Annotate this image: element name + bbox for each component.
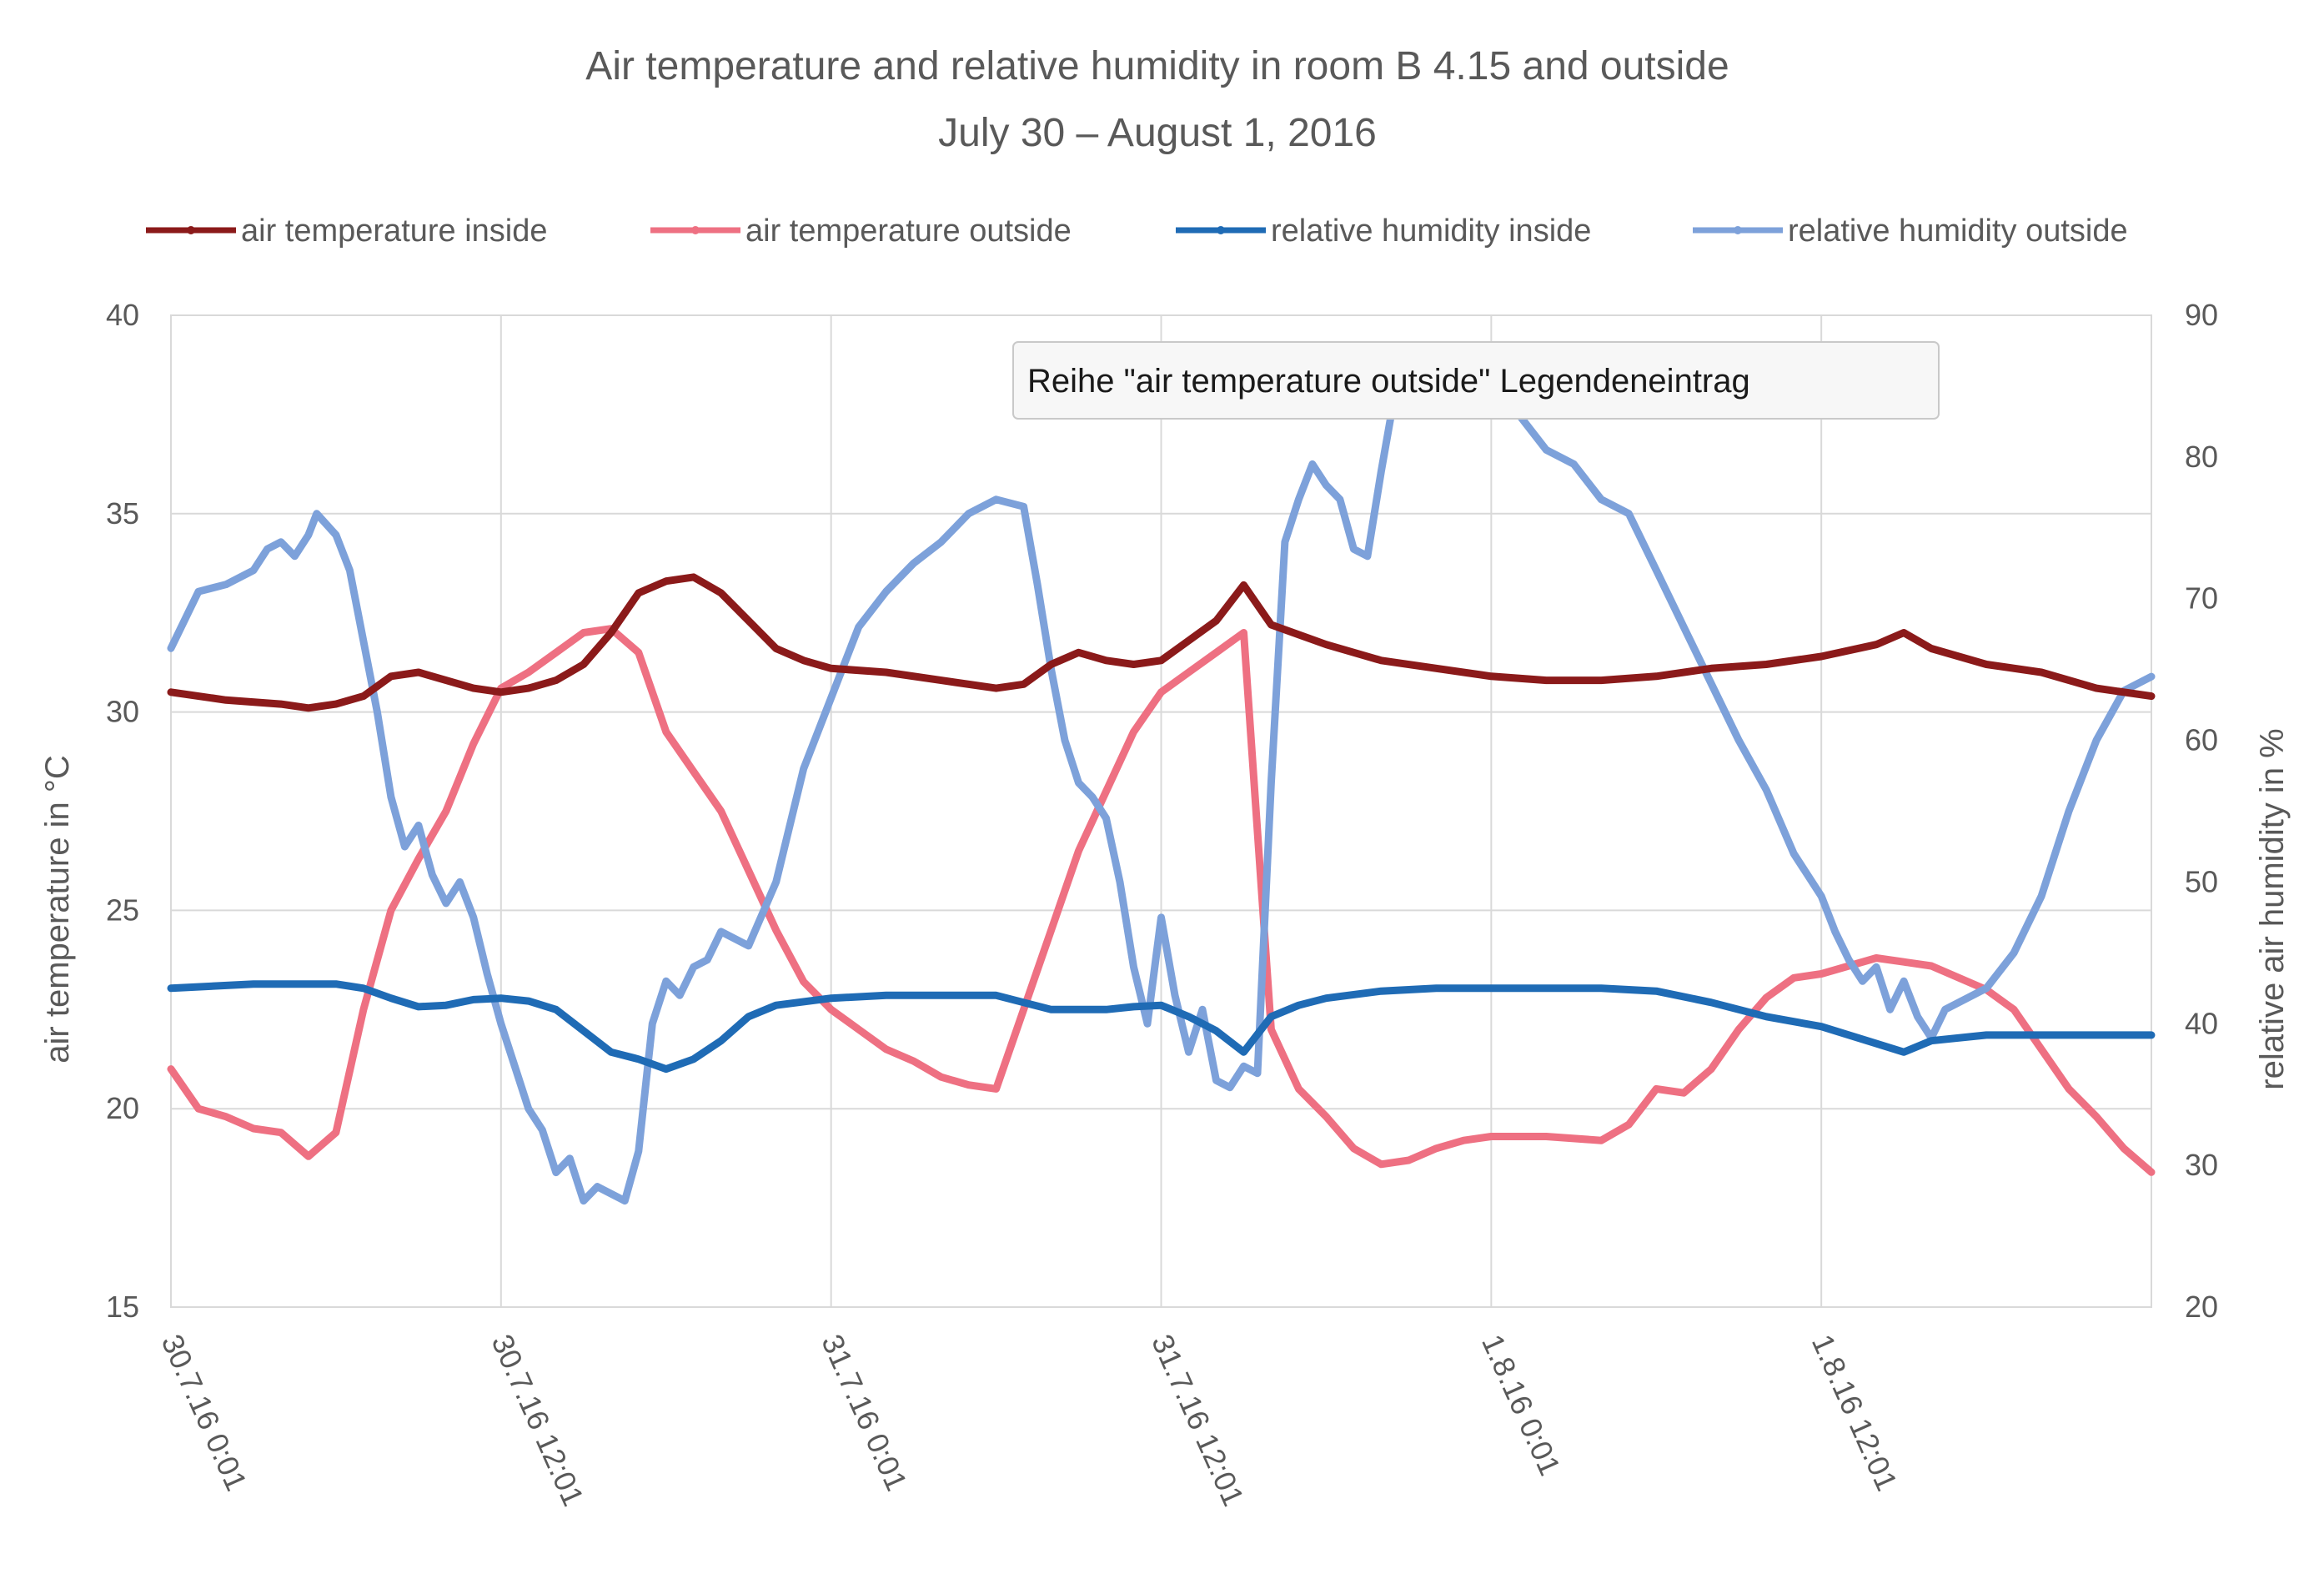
y-right-tick-label: 60 xyxy=(2185,723,2218,757)
tooltip-text: Reihe "air temperature outside" Legenden… xyxy=(1027,363,1750,400)
y-axis-left-label: air temperature in °C xyxy=(39,755,76,1063)
y-right-tick-label: 30 xyxy=(2185,1148,2218,1182)
y-left-tick-label: 15 xyxy=(106,1290,139,1324)
y-axis-right-label: relative air humidity in % xyxy=(2254,728,2291,1090)
series-line-air-temperature-inside xyxy=(167,573,2156,712)
y-left-tick-label: 30 xyxy=(106,695,139,729)
x-tick-label: 30.7.16 0:01 xyxy=(155,1330,254,1496)
tooltip-box xyxy=(1012,341,1940,420)
chart-subtitle: July 30 – August 1, 2016 xyxy=(938,111,1377,155)
y-right-tick-label: 80 xyxy=(2185,440,2218,474)
x-tick-label: 1.8.16 12:01 xyxy=(1805,1330,1905,1496)
series-group xyxy=(167,347,2156,1205)
chart-title: Air temperature and relative humidity in… xyxy=(585,44,1729,88)
plot-area xyxy=(167,314,2156,1308)
y-left-tick-label: 40 xyxy=(106,298,139,332)
legend-marker xyxy=(1734,226,1742,234)
y-right-tick-label: 20 xyxy=(2185,1290,2218,1324)
legend-marker xyxy=(187,226,195,234)
y-left-tick-label: 35 xyxy=(106,496,139,531)
series-line-relative-humidity-inside xyxy=(167,980,2156,1074)
y-axis-left-ticks: 15 20 25 30 35 40 xyxy=(106,298,139,1324)
legend-label[interactable]: relative humidity outside xyxy=(1788,214,2128,249)
legend-marker xyxy=(1217,226,1225,234)
legend-label[interactable]: air temperature outside xyxy=(745,214,1072,249)
y-right-tick-label: 90 xyxy=(2185,298,2218,332)
legend-label[interactable]: air temperature inside xyxy=(241,214,548,249)
y-left-tick-label: 25 xyxy=(106,893,139,927)
x-tick-label: 31.7.16 12:01 xyxy=(1145,1330,1251,1511)
series-line-air-temperature-outside xyxy=(167,625,2156,1176)
x-tick-label: 30.7.16 12:01 xyxy=(485,1330,591,1511)
gridlines xyxy=(170,314,2151,1308)
y-axis-right-ticks: 20 30 40 50 60 70 80 90 xyxy=(2185,298,2218,1324)
y-right-tick-label: 50 xyxy=(2185,864,2218,898)
y-right-tick-label: 70 xyxy=(2185,581,2218,616)
x-tick-label: 31.7.16 0:01 xyxy=(815,1330,914,1496)
legend: air temperature inside air temperature ou… xyxy=(146,214,2128,249)
legend-tooltip: Reihe "air temperature outside" Legenden… xyxy=(1012,341,1940,420)
x-axis-ticks: 30.7.16 0:01 30.7.16 12:01 31.7.16 0:01 31.… xyxy=(155,1330,1905,1511)
x-tick-label: 1.8.16 0:01 xyxy=(1475,1330,1568,1481)
legend-marker xyxy=(691,226,700,234)
y-right-tick-label: 40 xyxy=(2185,1006,2218,1040)
series-line-relative-humidity-outside xyxy=(167,347,2156,1205)
legend-label[interactable]: relative humidity inside xyxy=(1271,214,1591,249)
y-left-tick-label: 20 xyxy=(106,1091,139,1125)
